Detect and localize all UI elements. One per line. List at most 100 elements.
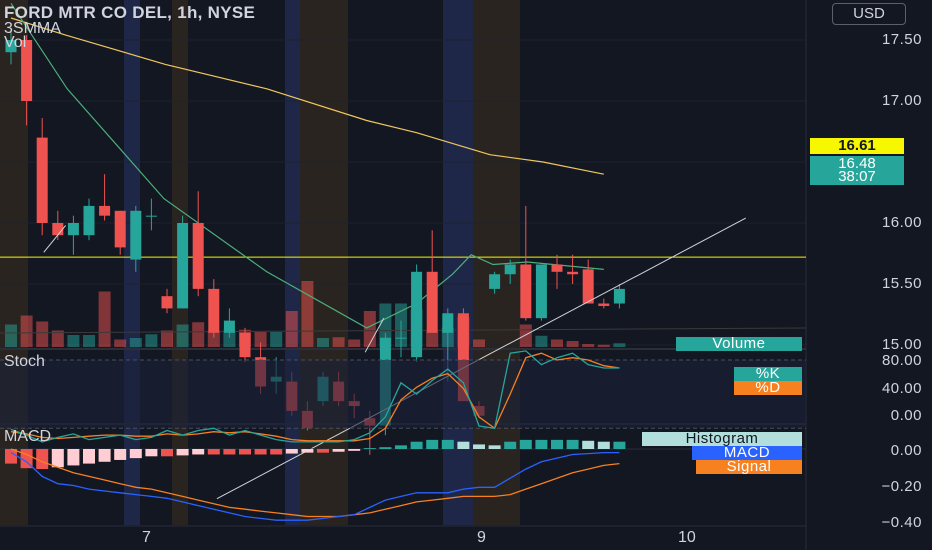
session-band	[300, 0, 348, 525]
macd-histogram-bar	[223, 449, 236, 455]
volume-bar	[317, 338, 329, 347]
session-band	[124, 0, 140, 525]
candle-body	[395, 337, 407, 339]
candle-body	[52, 223, 64, 236]
macd-histogram-bar	[395, 445, 407, 449]
sma-legend: 3SMMA	[4, 20, 61, 37]
volume-bar	[20, 315, 33, 347]
d-badge: %D	[734, 380, 802, 395]
y-tick-label: 15.50	[881, 275, 922, 292]
macd-histogram-bar	[332, 449, 345, 452]
macd-histogram-bar	[457, 441, 470, 449]
macd-histogram-bar	[51, 449, 64, 468]
signal-badge: Signal	[696, 459, 802, 474]
level-price-tag: 16.61	[810, 138, 904, 154]
macd-histogram-bar	[176, 449, 189, 456]
macd-histogram-bar	[582, 440, 595, 449]
candle-body	[520, 264, 532, 319]
y-tick-label: 16.00	[881, 214, 922, 231]
volume-bar	[5, 324, 17, 347]
volume-legend: Vol	[4, 34, 27, 51]
volume-bar	[473, 339, 485, 347]
volume-bar	[551, 339, 563, 347]
candle-body	[239, 332, 251, 358]
macd-histogram-bar	[473, 444, 485, 449]
candle-body	[598, 303, 610, 306]
macd-histogram-bar	[410, 441, 423, 449]
macd-histogram-bar	[114, 449, 127, 460]
volume-bar	[582, 344, 595, 347]
chart-title: FORD MTR CO DEL, 1h, NYSE	[4, 3, 256, 22]
candle-body	[504, 264, 516, 275]
volume-bar	[254, 332, 267, 347]
sma-line	[10, 17, 604, 175]
volume-ma-line	[0, 327, 807, 334]
macd-histogram-bar	[254, 449, 267, 455]
volume-bar	[285, 311, 298, 347]
currency-selector[interactable]: USD	[832, 3, 906, 25]
candle-body	[5, 40, 17, 53]
candle-body	[426, 271, 438, 333]
volume-bar	[348, 339, 361, 347]
macd-histogram-bar	[270, 449, 283, 455]
candle-body	[457, 313, 469, 402]
candle-body	[161, 296, 173, 309]
volume-bar	[535, 335, 548, 347]
volume-bar	[223, 329, 236, 347]
trend-line	[364, 317, 385, 353]
macd-histogram-bar	[566, 439, 579, 449]
candle-body	[99, 205, 111, 216]
y-tick-label: 17.50	[881, 31, 922, 48]
stoch-band	[0, 360, 806, 429]
candle-body	[130, 210, 142, 260]
candle-body	[21, 40, 33, 101]
macd-histogram-bar	[613, 441, 626, 449]
bar-countdown: 38:07	[810, 169, 904, 185]
volume-badge: Volume	[676, 336, 802, 351]
stoch-d-line	[10, 352, 620, 442]
macd-histogram-bar	[36, 449, 49, 470]
macd-histogram-bar	[67, 449, 80, 466]
candle-body	[36, 137, 48, 223]
histogram-badge: Histogram	[642, 431, 802, 446]
macd-histogram-bar	[20, 449, 33, 469]
candle-body	[67, 223, 79, 236]
y-tick-label: 15.00	[881, 336, 922, 353]
volume-bar	[332, 337, 345, 347]
volume-bar	[176, 324, 189, 347]
macd-histogram-bar	[285, 449, 298, 454]
volume-bar	[566, 341, 579, 347]
candle-body	[177, 223, 189, 309]
volume-bar	[301, 281, 314, 347]
macd-line	[10, 451, 620, 521]
candle-body	[442, 313, 454, 333]
volume-bar	[426, 332, 439, 347]
volume-bar	[192, 322, 205, 347]
candle-body	[208, 288, 220, 333]
stoch-tick-label: 0.00	[890, 407, 922, 424]
candle-body	[582, 269, 594, 304]
candle-body	[535, 264, 547, 319]
macd-pane-label: MACD	[4, 428, 52, 445]
macd-badge: MACD	[692, 445, 802, 460]
volume-bar	[597, 344, 610, 347]
macd-tick-label: 0.00	[890, 442, 922, 459]
macd-histogram-bar	[317, 449, 329, 453]
volume-bar	[379, 303, 392, 347]
candle-body	[223, 320, 235, 333]
candle-body	[83, 205, 95, 236]
candle-body	[192, 223, 204, 289]
macd-histogram-bar	[348, 449, 361, 451]
macd-histogram-bar	[441, 439, 454, 449]
session-band	[285, 0, 300, 525]
volume-bar	[83, 335, 95, 347]
volume-bar	[129, 338, 142, 347]
macd-histogram-bar	[239, 449, 251, 455]
macd-tick-label: −0.20	[881, 478, 922, 495]
macd-histogram-bar	[161, 449, 173, 457]
macd-histogram-bar	[301, 449, 314, 453]
stoch-k-line	[10, 350, 620, 443]
macd-histogram-bar	[426, 439, 439, 449]
session-band	[443, 0, 473, 525]
